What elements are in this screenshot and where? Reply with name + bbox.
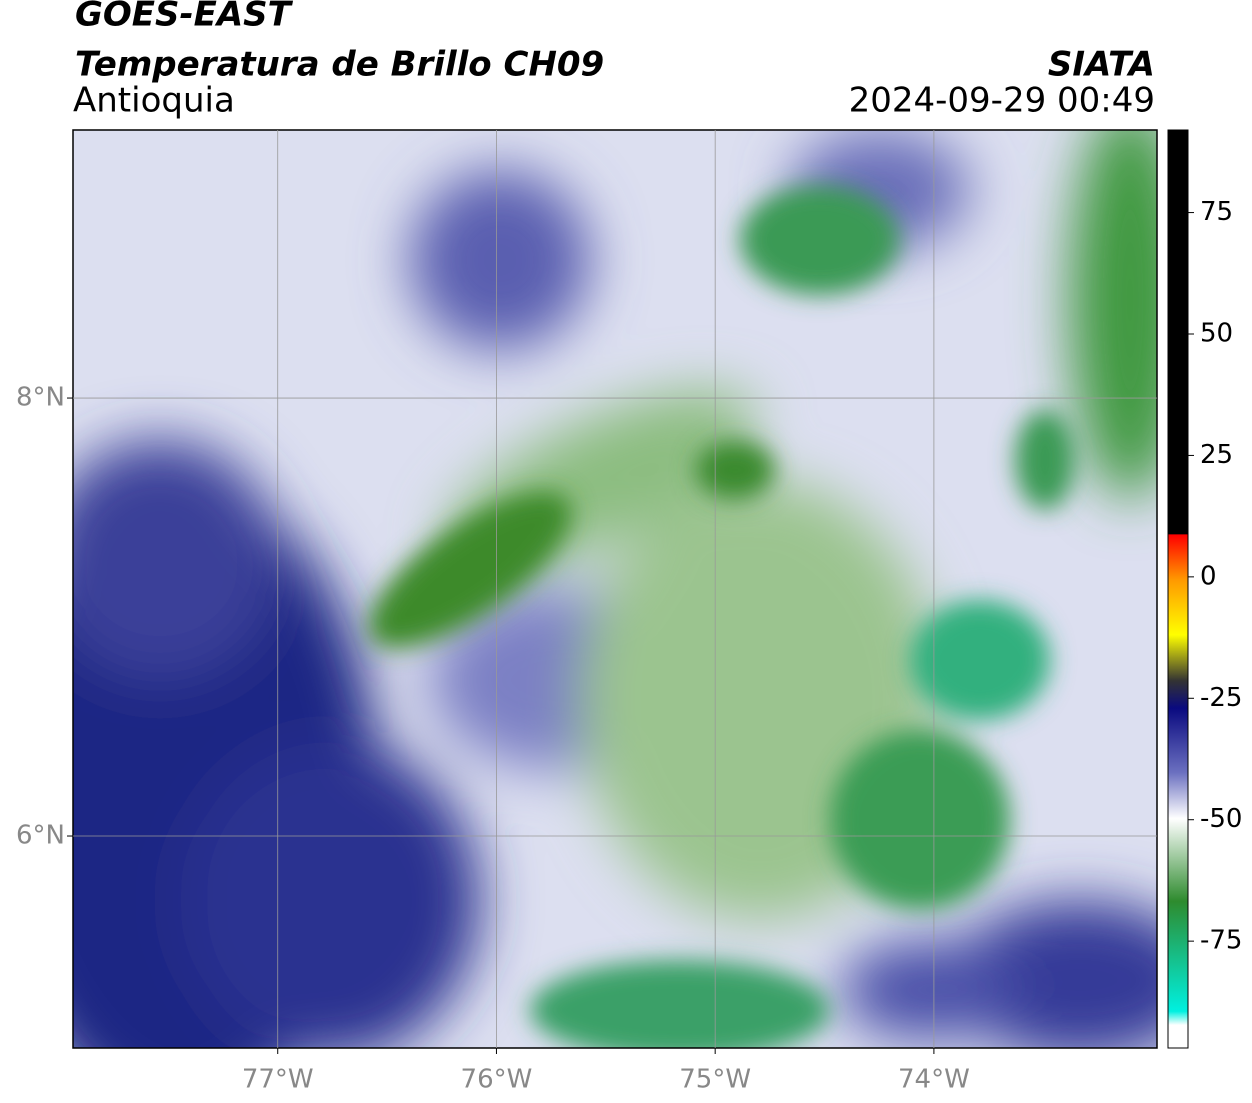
y-tick-label: 6°N [16,821,65,851]
colorbar-tick-label: 75 [1200,197,1233,227]
colorbar [1167,129,1189,1049]
satellite-title: GOES-EAST [75,0,294,35]
x-tick-label: 76°W [461,1065,533,1095]
colorbar-tick-label: -50 [1200,804,1242,834]
colorbar-tick-label: 0 [1200,561,1217,591]
y-tick-label: 8°N [16,383,65,413]
x-tick-label: 75°W [679,1065,751,1095]
colorbar-tick-label: -75 [1200,926,1242,956]
satellite-image [73,130,1157,1048]
datetime-label: 2024-09-29 00:49 [849,81,1155,121]
x-tick-label: 74°W [898,1065,970,1095]
product-title: Temperatura de Brillo CH09 [75,45,604,85]
colorbar-tick-label: -25 [1200,683,1242,713]
colorbar-tick-label: 25 [1200,440,1233,470]
source-label: SIATA [1048,45,1155,85]
colorbar-tick-label: 50 [1200,319,1233,349]
map-frame [72,129,1158,1049]
region-label: Antioquia [73,81,235,121]
x-tick-label: 77°W [242,1065,314,1095]
